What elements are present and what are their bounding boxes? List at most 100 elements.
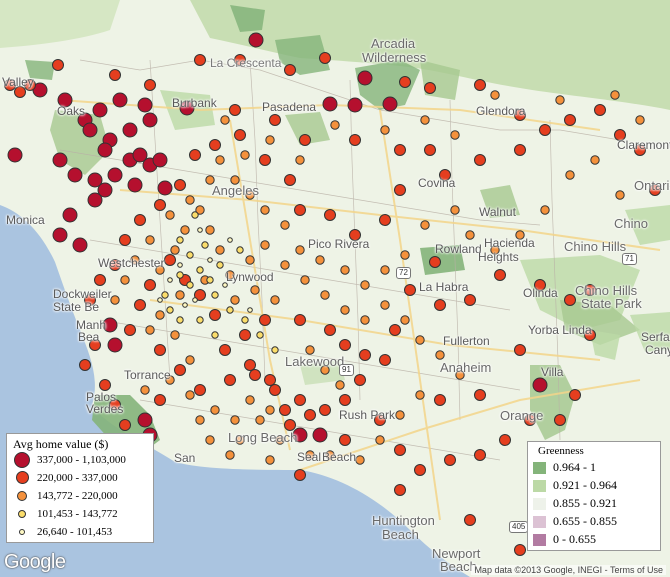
home-value-marker[interactable] — [145, 325, 155, 335]
home-value-marker[interactable] — [52, 227, 68, 243]
home-value-marker[interactable] — [155, 265, 165, 275]
home-value-marker[interactable] — [380, 265, 390, 275]
home-value-marker[interactable] — [340, 265, 350, 275]
home-value-marker[interactable] — [107, 167, 123, 183]
home-value-marker[interactable] — [414, 464, 426, 476]
home-value-marker[interactable] — [194, 289, 206, 301]
home-value-marker[interactable] — [555, 95, 565, 105]
home-value-marker[interactable] — [155, 310, 165, 320]
home-value-marker[interactable] — [565, 170, 575, 180]
home-value-marker[interactable] — [280, 260, 290, 270]
home-value-marker[interactable] — [347, 97, 363, 113]
home-value-marker[interactable] — [137, 97, 153, 113]
home-value-marker[interactable] — [110, 295, 120, 305]
home-value-marker[interactable] — [14, 86, 26, 98]
home-value-marker[interactable] — [186, 281, 194, 289]
home-value-marker[interactable] — [305, 345, 315, 355]
home-value-marker[interactable] — [145, 235, 155, 245]
home-value-marker[interactable] — [265, 405, 275, 415]
home-value-marker[interactable] — [174, 364, 186, 376]
home-value-marker[interactable] — [319, 52, 331, 64]
home-value-marker[interactable] — [239, 329, 251, 341]
home-value-marker[interactable] — [514, 144, 526, 156]
home-value-marker[interactable] — [234, 129, 246, 141]
home-value-marker[interactable] — [455, 370, 465, 380]
home-value-marker[interactable] — [395, 410, 405, 420]
home-value-marker[interactable] — [294, 314, 306, 326]
home-value-marker[interactable] — [434, 299, 446, 311]
home-value-marker[interactable] — [534, 279, 546, 291]
home-value-marker[interactable] — [191, 211, 199, 219]
home-value-marker[interactable] — [174, 179, 186, 191]
home-value-marker[interactable] — [224, 374, 236, 386]
home-value-marker[interactable] — [474, 449, 486, 461]
map-attribution[interactable]: Map data ©2013 Google, INEGI - Terms of … — [471, 565, 666, 575]
home-value-marker[interactable] — [240, 150, 250, 160]
home-value-marker[interactable] — [339, 434, 351, 446]
home-value-marker[interactable] — [227, 237, 233, 243]
home-value-marker[interactable] — [339, 394, 351, 406]
home-value-marker[interactable] — [360, 280, 370, 290]
home-value-marker[interactable] — [249, 369, 261, 381]
home-value-marker[interactable] — [140, 385, 150, 395]
home-value-marker[interactable] — [304, 409, 316, 421]
home-value-marker[interactable] — [325, 450, 335, 460]
home-value-marker[interactable] — [97, 142, 113, 158]
home-value-marker[interactable] — [357, 70, 373, 86]
home-value-marker[interactable] — [474, 79, 486, 91]
home-value-marker[interactable] — [170, 245, 180, 255]
home-value-marker[interactable] — [94, 274, 106, 286]
home-value-marker[interactable] — [320, 365, 330, 375]
home-value-marker[interactable] — [429, 256, 441, 268]
home-value-marker[interactable] — [464, 514, 476, 526]
home-value-marker[interactable] — [444, 454, 456, 466]
home-value-marker[interactable] — [400, 250, 410, 260]
home-value-marker[interactable] — [359, 349, 371, 361]
home-value-marker[interactable] — [189, 149, 201, 161]
home-value-marker[interactable] — [84, 294, 96, 306]
home-value-marker[interactable] — [256, 331, 264, 339]
home-value-marker[interactable] — [269, 114, 281, 126]
home-value-marker[interactable] — [67, 167, 83, 183]
home-value-marker[interactable] — [134, 299, 146, 311]
home-value-marker[interactable] — [230, 295, 240, 305]
home-value-marker[interactable] — [127, 177, 143, 193]
home-value-marker[interactable] — [415, 390, 425, 400]
home-value-marker[interactable] — [490, 90, 500, 100]
home-value-marker[interactable] — [122, 122, 138, 138]
home-value-marker[interactable] — [584, 284, 596, 296]
google-logo[interactable]: Google — [4, 551, 66, 573]
home-value-marker[interactable] — [206, 276, 214, 284]
home-value-marker[interactable] — [284, 64, 296, 76]
home-value-marker[interactable] — [515, 230, 525, 240]
home-value-marker[interactable] — [464, 294, 476, 306]
home-value-marker[interactable] — [435, 350, 445, 360]
home-value-marker[interactable] — [322, 96, 338, 112]
home-value-marker[interactable] — [349, 229, 361, 241]
home-value-marker[interactable] — [474, 154, 486, 166]
home-value-marker[interactable] — [434, 394, 446, 406]
home-value-marker[interactable] — [247, 307, 253, 313]
home-value-marker[interactable] — [142, 112, 158, 128]
home-value-marker[interactable] — [394, 184, 406, 196]
home-value-marker[interactable] — [264, 374, 276, 386]
home-value-marker[interactable] — [295, 245, 305, 255]
home-value-marker[interactable] — [474, 389, 486, 401]
home-value-marker[interactable] — [201, 241, 209, 249]
home-value-marker[interactable] — [154, 199, 166, 211]
home-value-marker[interactable] — [450, 205, 460, 215]
home-value-marker[interactable] — [57, 92, 73, 108]
home-value-marker[interactable] — [244, 359, 256, 371]
home-value-marker[interactable] — [569, 389, 581, 401]
home-value-marker[interactable] — [196, 316, 204, 324]
home-value-marker[interactable] — [374, 414, 386, 426]
home-value-marker[interactable] — [532, 377, 548, 393]
home-value-marker[interactable] — [211, 291, 219, 299]
home-value-marker[interactable] — [209, 309, 221, 321]
home-value-marker[interactable] — [635, 115, 645, 125]
home-value-marker[interactable] — [324, 209, 336, 221]
home-value-marker[interactable] — [439, 169, 451, 181]
home-value-marker[interactable] — [340, 305, 350, 315]
home-value-marker[interactable] — [144, 279, 156, 291]
